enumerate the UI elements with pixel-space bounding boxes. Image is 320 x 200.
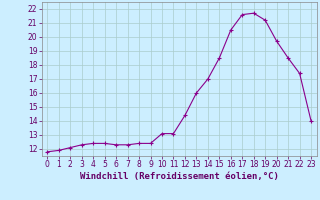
X-axis label: Windchill (Refroidissement éolien,°C): Windchill (Refroidissement éolien,°C): [80, 172, 279, 181]
